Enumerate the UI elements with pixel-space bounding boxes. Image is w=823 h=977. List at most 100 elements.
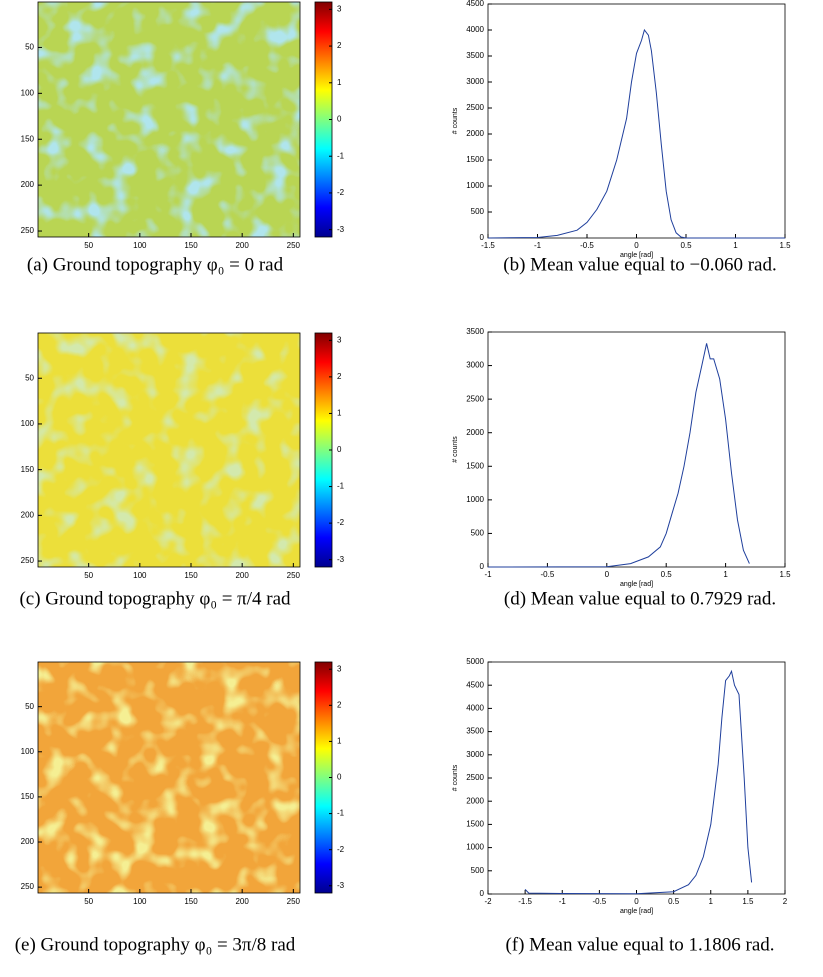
colorbar-tick-label: -1 [337, 151, 345, 160]
y-tick-label: 4500 [466, 0, 484, 8]
y-tick-label: 1500 [466, 461, 484, 470]
y-tick-label: 2000 [466, 129, 484, 138]
colorbar-tick-label: 2 [337, 372, 342, 381]
x-tick-label: 1.5 [779, 570, 791, 579]
x-tick-label: -1 [559, 897, 567, 906]
x-tick-label: 0 [634, 241, 639, 250]
x-tick-label: 1 [733, 241, 738, 250]
y-tick-label: 3500 [466, 727, 484, 736]
x-tick-label: -2 [484, 897, 492, 906]
colorbar-tick-label: 0 [337, 773, 342, 782]
y-tick-label: 50 [25, 702, 34, 711]
x-tick-label: -0.5 [541, 570, 555, 579]
y-tick-label: 150 [21, 134, 35, 143]
caption: (b) Mean value equal to −0.060 rad. [503, 254, 776, 275]
caption: (e) Ground topography φ₀ = 3π/8 rad [15, 934, 296, 955]
y-axis-label: # counts [452, 107, 459, 134]
colorbar-tick-label: -2 [337, 845, 345, 854]
x-tick-label: 200 [235, 241, 249, 250]
x-tick-label: -1.5 [481, 241, 495, 250]
colorbar-tick-label: -2 [337, 188, 345, 197]
colorbar-tick-label: -3 [337, 225, 345, 234]
plot-frame [487, 331, 786, 568]
y-tick-label: 200 [21, 180, 35, 189]
x-tick-label: 1 [723, 570, 728, 579]
caption: (a) Ground topography φ₀ = 0 rad [27, 254, 284, 275]
y-tick-label: 4000 [466, 25, 484, 34]
y-tick-label: 3000 [466, 750, 484, 759]
x-axis-label: angle [rad] [620, 908, 653, 915]
x-tick-label: 1.5 [742, 897, 754, 906]
y-tick-label: 200 [21, 510, 35, 519]
y-tick-label: 1500 [466, 820, 484, 829]
x-tick-label: 2 [783, 897, 788, 906]
x-tick-label: 50 [84, 241, 93, 250]
x-tick-label: 200 [235, 571, 249, 580]
x-tick-label: 150 [184, 241, 198, 250]
colorbar-tick-label: 2 [337, 700, 342, 709]
x-tick-label: 100 [133, 241, 147, 250]
colorbar-tick-label: 3 [337, 335, 342, 344]
y-tick-label: 1000 [466, 843, 484, 852]
colorbar-tick-label: 1 [337, 78, 342, 87]
y-tick-label: 150 [21, 792, 35, 801]
x-tick-label: -1 [534, 241, 542, 250]
y-axis-label: # counts [452, 764, 459, 791]
colorbar-tick-label: -3 [337, 881, 345, 890]
y-tick-label: 0 [480, 233, 485, 242]
x-tick-label: 0.5 [668, 897, 680, 906]
x-tick-label: 0.5 [661, 570, 673, 579]
heatmap-texture [38, 662, 300, 893]
x-axis-label: angle [rad] [620, 252, 653, 259]
y-tick-label: 3500 [466, 51, 484, 60]
x-tick-label: 50 [84, 897, 93, 906]
colorbar-tick-label: -1 [337, 809, 345, 818]
y-tick-label: 0 [480, 562, 485, 571]
x-tick-label: 150 [184, 897, 198, 906]
y-tick-label: 4500 [466, 680, 484, 689]
x-tick-label: 100 [133, 571, 147, 580]
caption: (f) Mean value equal to 1.1806 rad. [505, 934, 774, 955]
x-tick-label: -0.5 [592, 897, 606, 906]
caption: (c) Ground topography φ₀ = π/4 rad [19, 588, 291, 609]
x-tick-label: 250 [287, 897, 301, 906]
histogram-line [487, 28, 785, 239]
y-tick-label: 1500 [466, 155, 484, 164]
y-tick-label: 100 [21, 88, 35, 97]
colorbar-tick-label: 1 [337, 737, 342, 746]
y-tick-label: 150 [21, 465, 35, 474]
colorbar-tick-label: 3 [337, 4, 342, 13]
colorbar-tick-label: 0 [337, 115, 342, 124]
plot-frame [37, 332, 301, 568]
colorbar-tick-label: -1 [337, 482, 345, 491]
y-tick-label: 2500 [466, 394, 484, 403]
y-tick-label: 2500 [466, 773, 484, 782]
x-tick-label: 250 [287, 241, 301, 250]
x-tick-label: -1.5 [518, 897, 532, 906]
y-tick-label: 250 [21, 556, 35, 565]
y-tick-label: 3500 [466, 327, 484, 336]
y-tick-label: 500 [471, 529, 485, 538]
colorbar-tick-label: -2 [337, 518, 345, 527]
y-tick-label: 500 [471, 207, 485, 216]
x-tick-label: 100 [133, 897, 147, 906]
y-tick-label: 5000 [466, 657, 484, 666]
histogram-line [524, 669, 753, 895]
plot-frame [37, 1, 301, 238]
x-tick-label: 50 [84, 571, 93, 580]
x-tick-label: 1 [709, 897, 714, 906]
y-tick-label: 250 [21, 226, 35, 235]
y-tick-label: 1000 [466, 495, 484, 504]
x-tick-label: 150 [184, 571, 198, 580]
y-tick-label: 2500 [466, 103, 484, 112]
caption: (d) Mean value equal to 0.7929 rad. [504, 588, 776, 609]
colorbar-tick-label: 3 [337, 664, 342, 673]
y-tick-label: 100 [21, 747, 35, 756]
colorbar-tick-label: 2 [337, 41, 342, 50]
x-axis-label: angle [rad] [620, 581, 653, 588]
colorbar-tick-label: 1 [337, 409, 342, 418]
x-tick-label: 1.5 [779, 241, 791, 250]
x-tick-label: 0.5 [680, 241, 692, 250]
x-tick-label: -1 [484, 570, 492, 579]
